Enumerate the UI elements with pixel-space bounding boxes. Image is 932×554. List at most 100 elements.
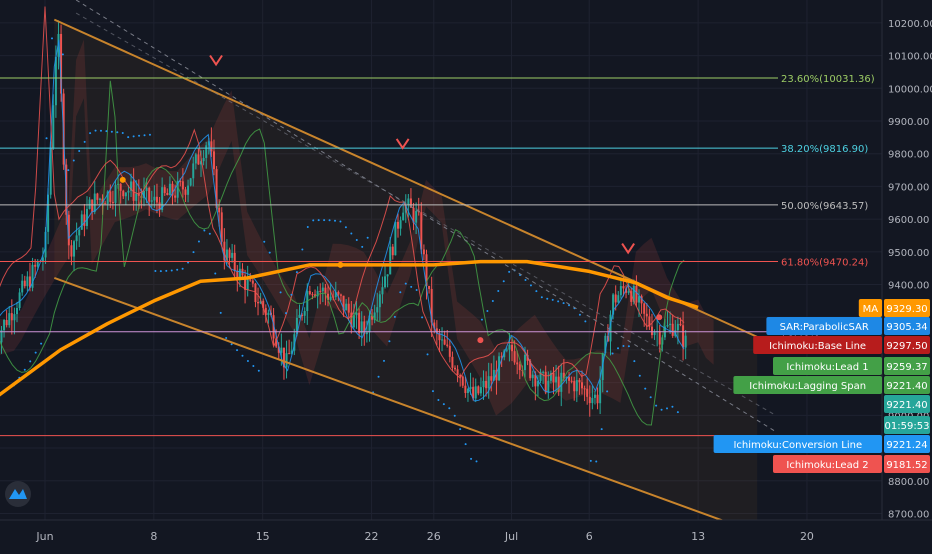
candle-body xyxy=(495,369,498,381)
candle-body xyxy=(459,374,462,377)
sar-dot xyxy=(644,387,647,390)
candle-body xyxy=(337,292,340,295)
candle-body xyxy=(316,290,319,297)
candle-body xyxy=(179,180,182,182)
sar-dot xyxy=(638,374,641,377)
price-tag-label: Ichimoku:Lagging Span xyxy=(749,381,866,392)
candle xyxy=(407,194,410,218)
candle xyxy=(5,310,8,328)
price-tag-label: Ichimoku:Lead 1 xyxy=(786,362,868,373)
price-tag[interactable]: Ichimoku:Conversion Line 9221.24 xyxy=(713,435,930,453)
candle-body xyxy=(643,303,646,314)
price-tag-label-bg xyxy=(713,435,882,453)
candle xyxy=(505,347,508,353)
candle xyxy=(544,365,547,395)
sar-dot xyxy=(366,236,369,239)
candle-body xyxy=(384,276,387,288)
candle-body xyxy=(3,319,6,331)
candle xyxy=(371,308,374,326)
candle xyxy=(98,197,101,206)
fib-label: 38.20%(9816.90) xyxy=(781,144,868,155)
candle xyxy=(342,295,345,317)
candle xyxy=(21,274,24,296)
time-tick-label: Jun xyxy=(35,530,53,543)
candle xyxy=(231,243,234,263)
sar-dot xyxy=(89,132,92,135)
sar-dot xyxy=(181,267,184,270)
candle xyxy=(542,370,545,385)
candle xyxy=(67,210,70,260)
candle-body xyxy=(122,190,125,197)
candle-body xyxy=(114,184,117,203)
candle-body xyxy=(282,347,285,368)
candle-body xyxy=(49,148,52,195)
candle-body xyxy=(319,290,322,292)
candle-body xyxy=(244,275,247,290)
sar-dot xyxy=(334,219,337,222)
price-tag[interactable]: MA 9329.30 xyxy=(858,299,930,317)
sar-dot xyxy=(225,337,228,340)
price-tag[interactable]: Ichimoku:Lead 2 9181.52 xyxy=(773,455,930,473)
candle xyxy=(132,168,135,211)
app-logo-icon xyxy=(5,481,31,507)
candle-body xyxy=(220,212,223,242)
candle-body xyxy=(96,193,99,200)
candle xyxy=(479,377,482,397)
candle-body xyxy=(386,274,389,277)
sar-dot xyxy=(219,311,222,314)
candle xyxy=(381,276,384,304)
candle-body xyxy=(523,354,526,371)
candle xyxy=(124,192,127,206)
sar-dot xyxy=(317,219,320,222)
candle xyxy=(599,366,602,415)
sar-dot xyxy=(606,390,609,393)
price-tag-value: 9221.24 xyxy=(886,440,927,451)
candle-body xyxy=(272,315,275,339)
sar-dot xyxy=(633,360,636,363)
candle-body xyxy=(368,315,371,333)
candle-body xyxy=(588,396,591,404)
candle xyxy=(275,329,278,349)
candle-body xyxy=(412,207,415,223)
sar-dot xyxy=(442,403,445,406)
candle-body xyxy=(311,294,314,296)
candle-body xyxy=(347,303,350,313)
price-tag[interactable]: Ichimoku:Base Line 9297.50 xyxy=(753,336,930,354)
candle-body xyxy=(275,338,278,347)
sar-dot xyxy=(382,359,385,362)
candle xyxy=(492,355,495,381)
candle-body xyxy=(448,345,451,357)
candle xyxy=(212,139,215,176)
candle-body xyxy=(586,388,589,397)
candle-body xyxy=(464,385,467,394)
candle xyxy=(166,188,169,196)
candle xyxy=(438,328,441,353)
candle xyxy=(83,204,86,237)
sar-dot xyxy=(67,169,70,172)
candle-body xyxy=(490,376,493,381)
sar-dot xyxy=(197,240,200,243)
sar-dot xyxy=(328,219,331,222)
price-tag[interactable]: Ichimoku:Lagging Span 9221.40 xyxy=(733,376,930,394)
price-tag-value: 9221.40 xyxy=(886,381,927,392)
price-tick-label: 9800.00 xyxy=(888,150,929,161)
candle-body xyxy=(158,202,161,211)
price-tag[interactable]: SAR:ParabolicSAR 9305.34 xyxy=(766,317,930,335)
candle-body xyxy=(280,347,283,353)
price-tick-label: 9700.00 xyxy=(888,182,929,193)
sar-dot xyxy=(676,411,679,414)
candle-body xyxy=(648,316,651,327)
sar-dot xyxy=(252,364,255,367)
price-tag[interactable]: Ichimoku:Lead 1 9259.37 xyxy=(773,357,930,375)
candle xyxy=(78,227,81,248)
price-tag[interactable]: 01:59:53 xyxy=(884,416,930,434)
candle-body xyxy=(630,291,633,302)
candle-body xyxy=(466,388,469,394)
candle xyxy=(466,387,469,402)
price-tag[interactable]: 9221.40 xyxy=(884,395,930,413)
candle xyxy=(394,221,397,256)
candle xyxy=(181,168,184,198)
sar-dot xyxy=(110,130,113,133)
